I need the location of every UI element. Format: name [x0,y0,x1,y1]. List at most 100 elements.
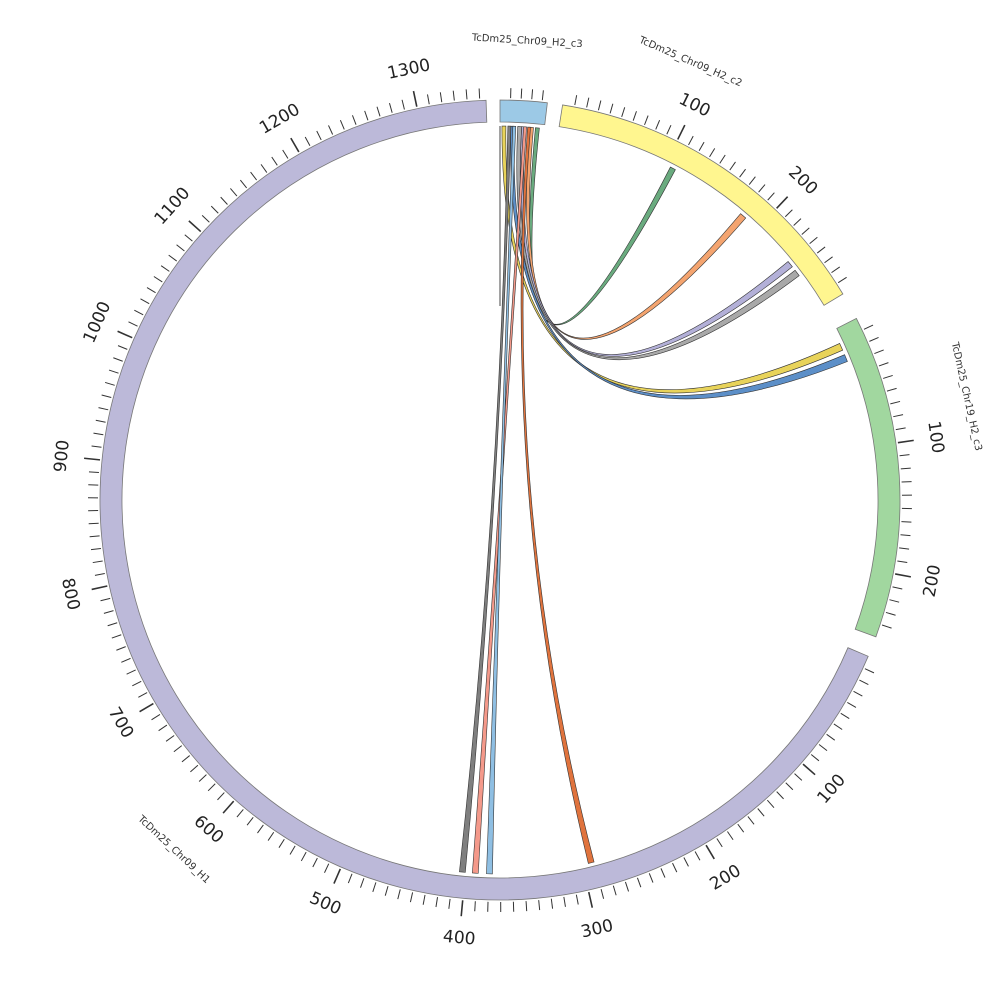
tick [601,889,604,899]
tick [121,658,130,662]
tick [116,647,125,651]
link-9 [486,126,515,874]
tick [154,276,162,281]
tick-label: 100 [813,770,849,808]
tick [777,792,784,799]
tick [436,897,438,907]
tick [91,548,101,549]
tick [622,107,625,117]
tick [166,735,174,741]
tick [768,193,775,200]
tick [667,125,671,134]
tick-label: 800 [57,576,83,612]
tick [211,206,218,213]
tick-label: 100 [676,89,714,121]
tick [551,899,552,909]
tick [138,693,147,698]
tick [251,172,257,180]
tick [140,704,154,712]
tick [893,587,903,589]
tick [695,851,700,860]
tick [539,900,540,910]
tick [98,408,108,410]
tick [108,623,118,626]
tick [656,120,660,129]
tick [90,536,100,537]
tick-label: 500 [306,888,344,919]
link-0 [529,128,675,325]
tick [838,277,846,282]
link-8 [472,127,526,874]
tick [84,458,100,460]
tick [834,724,842,730]
tick [859,680,868,684]
tick [699,142,704,151]
tick [112,635,121,638]
tick [389,103,392,113]
tick [132,681,141,686]
tick [89,472,99,473]
tick [398,889,400,899]
tick [361,878,364,887]
tick [749,177,755,185]
tick [879,363,888,366]
tick [758,808,764,816]
tick [720,155,725,163]
tick [786,783,793,790]
tick [661,868,665,877]
tick [377,107,380,117]
tick [717,838,722,846]
tick [817,247,825,253]
tick [827,734,835,740]
tick [526,901,527,911]
tick-label: 1100 [151,183,195,229]
tick [92,446,102,447]
tick-label: 1300 [386,55,432,84]
tick-label: 100 [923,420,947,455]
tick [423,895,425,905]
tick [633,111,636,120]
tick [118,346,127,350]
segment-H2_c2 [559,105,843,305]
tick [900,535,910,536]
tick [865,669,874,673]
tick [177,245,185,251]
tick [453,91,454,101]
tick [93,433,103,435]
tick-label: 200 [784,162,821,199]
tick [223,801,234,813]
tick-label: 700 [104,704,138,742]
segment-Chr19 [837,318,900,636]
tick [240,180,246,188]
tick [440,92,441,102]
tick [129,322,138,326]
tick [613,886,616,896]
tick [895,574,911,577]
tick [230,188,237,196]
tick [589,892,593,908]
tick [373,882,376,892]
tick [118,331,133,337]
tick [413,91,416,107]
tick [521,89,522,99]
tick [898,440,914,442]
tick [901,468,911,469]
tick [564,897,566,907]
tick [317,131,321,140]
tick [889,600,899,602]
tick [794,219,801,226]
tick [152,714,160,719]
tick [272,157,278,165]
tick [279,839,284,847]
tick [847,702,856,707]
tick-label: 1000 [80,299,116,347]
tick [174,746,182,752]
tick [93,561,103,563]
tick [95,574,105,576]
tick [893,415,903,417]
tick [291,138,299,152]
tick [802,228,810,235]
tick-label: 1200 [256,100,303,139]
tick [897,561,907,563]
